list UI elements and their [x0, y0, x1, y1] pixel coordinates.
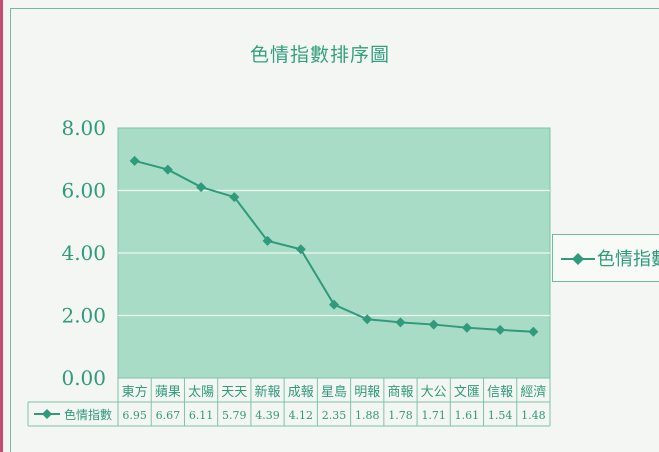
grid-layer — [117, 127, 551, 379]
page-edge — [0, 0, 3, 452]
x-tick-label: 明報 — [354, 385, 380, 400]
table-value-label: 6.11 — [189, 409, 214, 422]
chart-title: 色情指數排序圖 — [249, 44, 390, 66]
table-value-label: 1.48 — [521, 409, 546, 422]
table-value-label: 5.79 — [222, 409, 247, 422]
x-tick-label: 成報 — [288, 385, 314, 400]
axis-layer: 0.00 2.00 4.00 6.00 8.00 — [61, 116, 106, 390]
table-value-label: 4.39 — [255, 409, 280, 422]
x-tick-label: 商報 — [387, 385, 413, 400]
y-tick-label: 2.00 — [61, 304, 106, 328]
data-point — [129, 155, 140, 166]
data-point — [461, 322, 472, 333]
y-tick-label: 6.00 — [61, 179, 106, 203]
data-point — [495, 324, 506, 335]
x-tick-label: 東方 — [122, 384, 148, 400]
legend-marker-icon — [561, 253, 595, 265]
chart-frame — [10, 8, 659, 452]
x-tick-label: 信報 — [487, 385, 513, 400]
table-value-label: 1.61 — [455, 409, 480, 422]
data-point — [229, 192, 240, 203]
x-tick-label: 新報 — [255, 384, 281, 400]
y-tick-label: 4.00 — [61, 241, 106, 265]
table-value-label: 1.71 — [421, 409, 446, 422]
legend: 色情指數 — [552, 234, 659, 282]
data-point — [162, 164, 173, 175]
x-tick-label: 太陽 — [188, 385, 214, 400]
table-value-label: 4.12 — [289, 409, 314, 422]
data-point — [528, 326, 539, 337]
table-series-label: 色情指數 — [64, 407, 112, 422]
table-value-label: 1.54 — [488, 409, 513, 422]
x-tick-label: 天天 — [221, 385, 247, 400]
y-tick-label: 8.00 — [61, 116, 106, 140]
x-tick-label: 星島 — [321, 385, 347, 400]
x-tick-label: 經濟 — [520, 384, 546, 400]
table-value-label: 6.67 — [156, 409, 181, 422]
data-point — [362, 314, 373, 325]
x-tick-label: 大公 — [421, 385, 447, 400]
data-point — [295, 244, 306, 255]
data-point — [428, 319, 439, 330]
table-value-label: 2.35 — [322, 409, 347, 422]
y-tick-label: 0.00 — [61, 366, 106, 390]
x-tick-label: 文匯 — [454, 385, 480, 400]
legend-label: 色情指數 — [597, 249, 659, 270]
table-value-label: 1.78 — [388, 409, 413, 422]
table-value-label: 1.88 — [355, 409, 380, 422]
table-value-label: 6.95 — [122, 409, 147, 422]
table-key-marker — [42, 409, 52, 419]
series-layer — [129, 155, 539, 337]
data-point — [196, 182, 207, 193]
data-point — [262, 235, 273, 246]
data-point — [329, 299, 339, 310]
x-tick-label: 蘋果 — [155, 385, 181, 400]
data-point — [395, 317, 406, 328]
